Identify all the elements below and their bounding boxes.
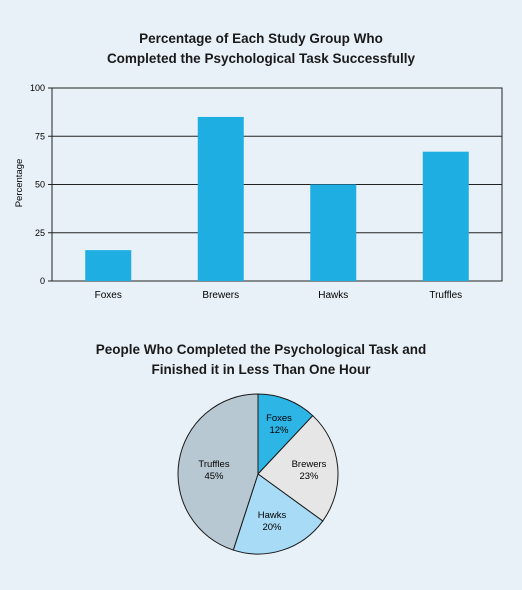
bar-chart: Percentage 0 25 50 75 100 Foxes Brewers Hawks Tr…	[14, 83, 503, 301]
pie-chart-title-line-2: Finished it in Less Than One Hour	[151, 362, 371, 377]
x-tick-label: Foxes	[95, 290, 122, 301]
pie-slice-label: Brewers	[292, 459, 327, 470]
pie-slice-label: Foxes	[266, 413, 292, 424]
bar-brewers	[197, 116, 244, 281]
pie-slice-hawks	[232, 473, 324, 555]
pie-chart-title: People Who Completed the Psychological T…	[0, 340, 522, 380]
pie-slice-truffles	[177, 393, 259, 551]
bar-chart-title: Percentage of Each Study Group Who Compl…	[0, 29, 522, 69]
pie-slice-percent: 23%	[299, 471, 319, 482]
pie-slice-percent: 12%	[269, 425, 289, 436]
y-tick-label: 25	[35, 228, 45, 238]
bar-hawks	[310, 184, 357, 281]
pie-slice-label: Hawks	[258, 510, 287, 521]
pie-slice-percent: 45%	[204, 471, 224, 482]
pie-slice-label: Truffles	[198, 459, 229, 470]
bar-chart-title-line-2: Completed the Psychological Task Success…	[106, 51, 416, 66]
pie-slice-brewers	[257, 414, 339, 522]
y-tick-label: 50	[35, 180, 45, 190]
x-tick-label: Truffles	[429, 290, 462, 301]
bar-foxes	[85, 250, 132, 281]
y-tick-label: 75	[35, 131, 45, 141]
pie-slice-foxes	[257, 393, 314, 476]
y-axis-label: Percentage	[14, 159, 25, 208]
x-tick-label: Hawks	[318, 290, 348, 301]
y-tick-label: 0	[40, 276, 45, 286]
x-tick-label: Brewers	[202, 290, 239, 301]
pie-chart-title-line-1: People Who Completed the Psychological T…	[95, 342, 427, 357]
pie-slice-percent: 20%	[262, 522, 282, 533]
y-tick-label: 100	[30, 83, 45, 93]
bar-chart-title-line-1: Percentage of Each Study Group Who	[139, 31, 383, 46]
bar-truffles	[422, 151, 469, 281]
